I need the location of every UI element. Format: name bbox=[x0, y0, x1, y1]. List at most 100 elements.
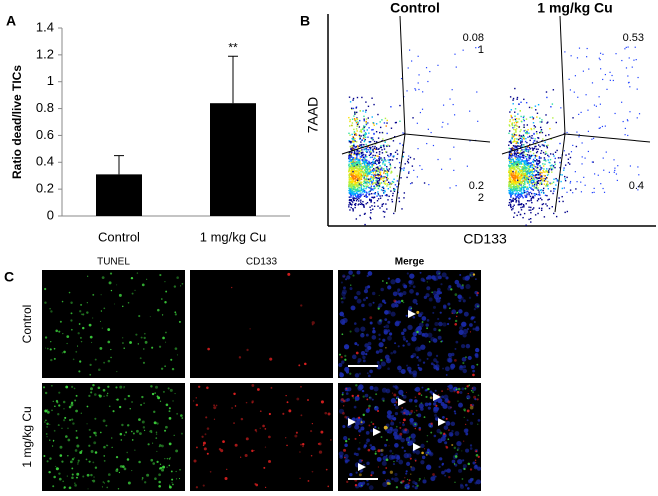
cell-signal bbox=[106, 395, 108, 397]
event-dot bbox=[578, 136, 579, 137]
event-dot bbox=[349, 125, 350, 126]
cell-signal bbox=[302, 443, 304, 445]
event-dot bbox=[637, 117, 638, 118]
cell-signal bbox=[80, 337, 82, 339]
cell-signal bbox=[67, 428, 69, 430]
cell-signal bbox=[394, 404, 396, 406]
cell-signal bbox=[157, 396, 160, 399]
cell-signal bbox=[457, 294, 462, 299]
x-tick-label: Control bbox=[98, 229, 140, 244]
event-dot bbox=[565, 154, 566, 155]
cell-signal bbox=[175, 313, 177, 315]
event-dot bbox=[509, 148, 510, 149]
cell-signal bbox=[387, 482, 390, 485]
event-dot bbox=[399, 121, 400, 122]
cell-signal bbox=[446, 468, 450, 472]
event-dot bbox=[535, 214, 536, 215]
event-dot bbox=[352, 119, 353, 120]
cell-signal bbox=[396, 486, 398, 488]
event-dot bbox=[521, 188, 522, 189]
event-dot bbox=[533, 165, 534, 166]
cell-signal bbox=[164, 458, 165, 459]
event-dot bbox=[380, 127, 381, 128]
event-dot bbox=[540, 177, 541, 178]
cell-signal bbox=[245, 454, 248, 457]
event-dot bbox=[533, 142, 534, 143]
cell-signal bbox=[101, 294, 102, 295]
event-dot bbox=[361, 139, 362, 140]
event-dot bbox=[511, 109, 512, 110]
event-dot bbox=[364, 135, 365, 136]
cell-signal bbox=[351, 305, 356, 310]
cell-signal bbox=[414, 423, 416, 425]
event-dot bbox=[513, 188, 514, 189]
event-dot bbox=[556, 216, 557, 217]
event-dot bbox=[386, 171, 387, 172]
event-dot bbox=[537, 171, 538, 172]
cell-signal bbox=[463, 299, 466, 302]
event-dot bbox=[363, 185, 364, 186]
cell-signal bbox=[124, 468, 127, 471]
event-dot bbox=[417, 123, 418, 124]
event-dot bbox=[349, 179, 350, 180]
cell-signal bbox=[123, 348, 124, 349]
cell-signal bbox=[158, 473, 161, 476]
cell-signal bbox=[419, 428, 421, 430]
event-dot bbox=[367, 183, 368, 184]
event-dot bbox=[538, 189, 539, 190]
event-dot bbox=[530, 151, 531, 152]
event-dot bbox=[359, 135, 360, 136]
event-dot bbox=[386, 185, 387, 186]
event-dot bbox=[365, 111, 366, 112]
event-dot bbox=[518, 182, 519, 183]
cell-signal bbox=[349, 473, 352, 476]
cell-signal bbox=[233, 422, 234, 423]
event-dot bbox=[512, 176, 513, 177]
cell-signal bbox=[401, 447, 403, 449]
event-dot bbox=[379, 132, 380, 133]
event-dot bbox=[360, 184, 361, 185]
cell-signal bbox=[429, 390, 432, 393]
event-dot bbox=[526, 118, 527, 119]
event-dot bbox=[514, 116, 515, 117]
event-dot bbox=[514, 126, 515, 127]
event-dot bbox=[355, 194, 356, 195]
event-dot bbox=[533, 171, 534, 172]
event-dot bbox=[371, 186, 372, 187]
event-dot bbox=[515, 177, 516, 178]
cell-signal bbox=[155, 386, 158, 389]
event-dot bbox=[540, 157, 541, 158]
cell-signal bbox=[360, 333, 364, 337]
cell-signal bbox=[436, 367, 439, 370]
event-dot bbox=[349, 166, 350, 167]
event-dot bbox=[411, 60, 412, 61]
y-axis-label: Ratio dead/live TICs bbox=[10, 65, 24, 179]
cell-signal bbox=[175, 393, 176, 394]
cell-signal bbox=[165, 332, 167, 334]
event-dot bbox=[600, 127, 601, 128]
cell-signal bbox=[356, 291, 360, 295]
event-dot bbox=[518, 174, 519, 175]
event-dot bbox=[373, 175, 374, 176]
event-dot bbox=[534, 182, 535, 183]
event-dot bbox=[533, 133, 534, 134]
cell-signal bbox=[110, 349, 111, 350]
event-dot bbox=[372, 161, 373, 162]
event-dot bbox=[366, 186, 367, 187]
event-dot bbox=[368, 132, 369, 133]
event-dot bbox=[582, 156, 583, 157]
cell-signal bbox=[122, 306, 123, 307]
cell-signal bbox=[392, 453, 393, 454]
cell-signal bbox=[115, 386, 117, 388]
cell-signal bbox=[456, 316, 458, 318]
event-dot bbox=[359, 196, 360, 197]
event-dot bbox=[403, 170, 404, 171]
cell-signal bbox=[449, 308, 450, 309]
cell-signal bbox=[49, 457, 51, 459]
event-dot bbox=[349, 183, 350, 184]
cell-signal bbox=[393, 291, 398, 296]
event-dot bbox=[580, 182, 581, 183]
cell-signal bbox=[110, 273, 112, 275]
event-dot bbox=[359, 166, 360, 167]
cell-signal bbox=[182, 283, 184, 285]
